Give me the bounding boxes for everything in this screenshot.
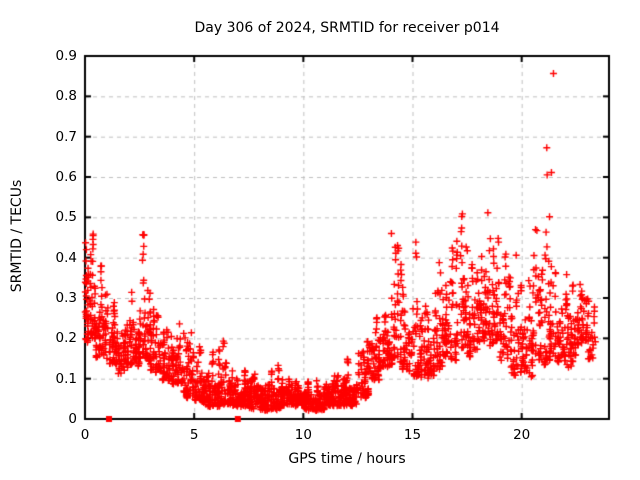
- y-tick-label: 0.6: [55, 169, 77, 185]
- y-tick-label: 0.2: [55, 330, 77, 347]
- y-tick-label: 0.5: [55, 209, 77, 226]
- chart-title: Day 306 of 2024, SRMTID for receiver p01…: [194, 20, 500, 36]
- x-tick-label: 15: [403, 427, 422, 443]
- y-tick-label: 0.4: [55, 249, 77, 266]
- y-tick-label: 0.3: [55, 290, 77, 306]
- x-tick-label: 20: [513, 427, 531, 443]
- y-tick-label: 0.9: [55, 48, 77, 64]
- y-tick-label: 0.1: [55, 370, 77, 387]
- x-tick-label: 5: [189, 427, 199, 443]
- y-tick-label: 0.8: [55, 88, 77, 105]
- x-tick-label: 0: [80, 427, 90, 443]
- x-axis-label: GPS time / hours: [288, 451, 406, 467]
- y-axis-label: SRMTID / TECUs: [9, 179, 25, 293]
- y-tick-label: 0.7: [55, 128, 77, 145]
- y-tick-label: 0: [68, 411, 77, 427]
- x-tick-label: 10: [294, 427, 312, 443]
